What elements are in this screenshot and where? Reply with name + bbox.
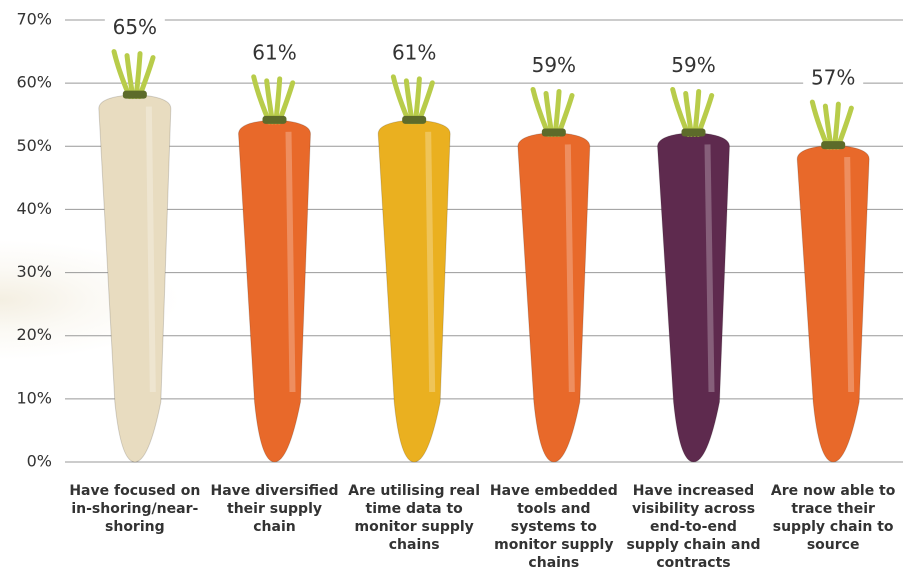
carrot-body <box>98 94 172 463</box>
carrot-body <box>656 131 731 463</box>
carrot-shade <box>285 131 296 393</box>
value-label-bg <box>104 15 165 40</box>
value-label-bg <box>803 66 864 91</box>
carrot-body <box>796 144 870 463</box>
bar <box>98 49 172 463</box>
carrot-crown <box>541 128 566 137</box>
carrot-crown <box>262 115 287 124</box>
y-tick-label: 40% <box>16 199 52 218</box>
bar <box>377 74 451 463</box>
x-tick-label: Have diversified their supply chain <box>210 483 339 535</box>
carrot-crown <box>122 90 147 99</box>
carrot-crown <box>402 115 427 124</box>
x-tick-label: Are utilising real time data to monitor … <box>348 483 481 553</box>
value-label-bg <box>244 40 305 65</box>
x-tick-label: Have embedded tools and systems to monit… <box>489 483 618 571</box>
value-label: 61% <box>392 40 436 64</box>
bar <box>237 74 312 463</box>
carrot-body <box>237 119 312 463</box>
carrot-crown <box>821 141 846 150</box>
y-tick-label: 60% <box>16 73 52 92</box>
value-label: 59% <box>671 53 715 77</box>
carrot-shade <box>425 131 436 393</box>
bar <box>656 86 731 463</box>
bar <box>517 86 591 463</box>
value-label: 59% <box>532 53 576 77</box>
value-label-bg <box>384 40 445 65</box>
carrot-crown <box>681 128 706 137</box>
value-label-bg <box>663 53 724 78</box>
value-label-bg <box>523 53 584 78</box>
y-tick-label: 10% <box>16 388 52 407</box>
value-label: 57% <box>811 66 855 90</box>
y-tick-label: 30% <box>16 262 52 281</box>
x-tick-label: Are now able to trace their supply chain… <box>770 483 896 553</box>
carrot-shade <box>145 106 156 393</box>
value-label: 65% <box>113 15 157 39</box>
y-tick-label: 70% <box>16 10 52 29</box>
y-tick-label: 50% <box>16 136 52 155</box>
bar <box>796 99 870 463</box>
y-tick-label: 0% <box>27 452 52 471</box>
carrot-shade <box>564 144 575 393</box>
carrot-body <box>517 131 591 463</box>
value-label: 61% <box>252 40 296 64</box>
carrot-body <box>377 119 451 463</box>
carrot-shade <box>844 157 855 393</box>
carrot-shade <box>704 144 715 393</box>
x-tick-label: Have focused on in-shoring/near-shoring <box>69 483 201 535</box>
x-tick-label: Have increased visibility across end-to-… <box>626 483 761 571</box>
y-tick-label: 20% <box>16 325 52 344</box>
